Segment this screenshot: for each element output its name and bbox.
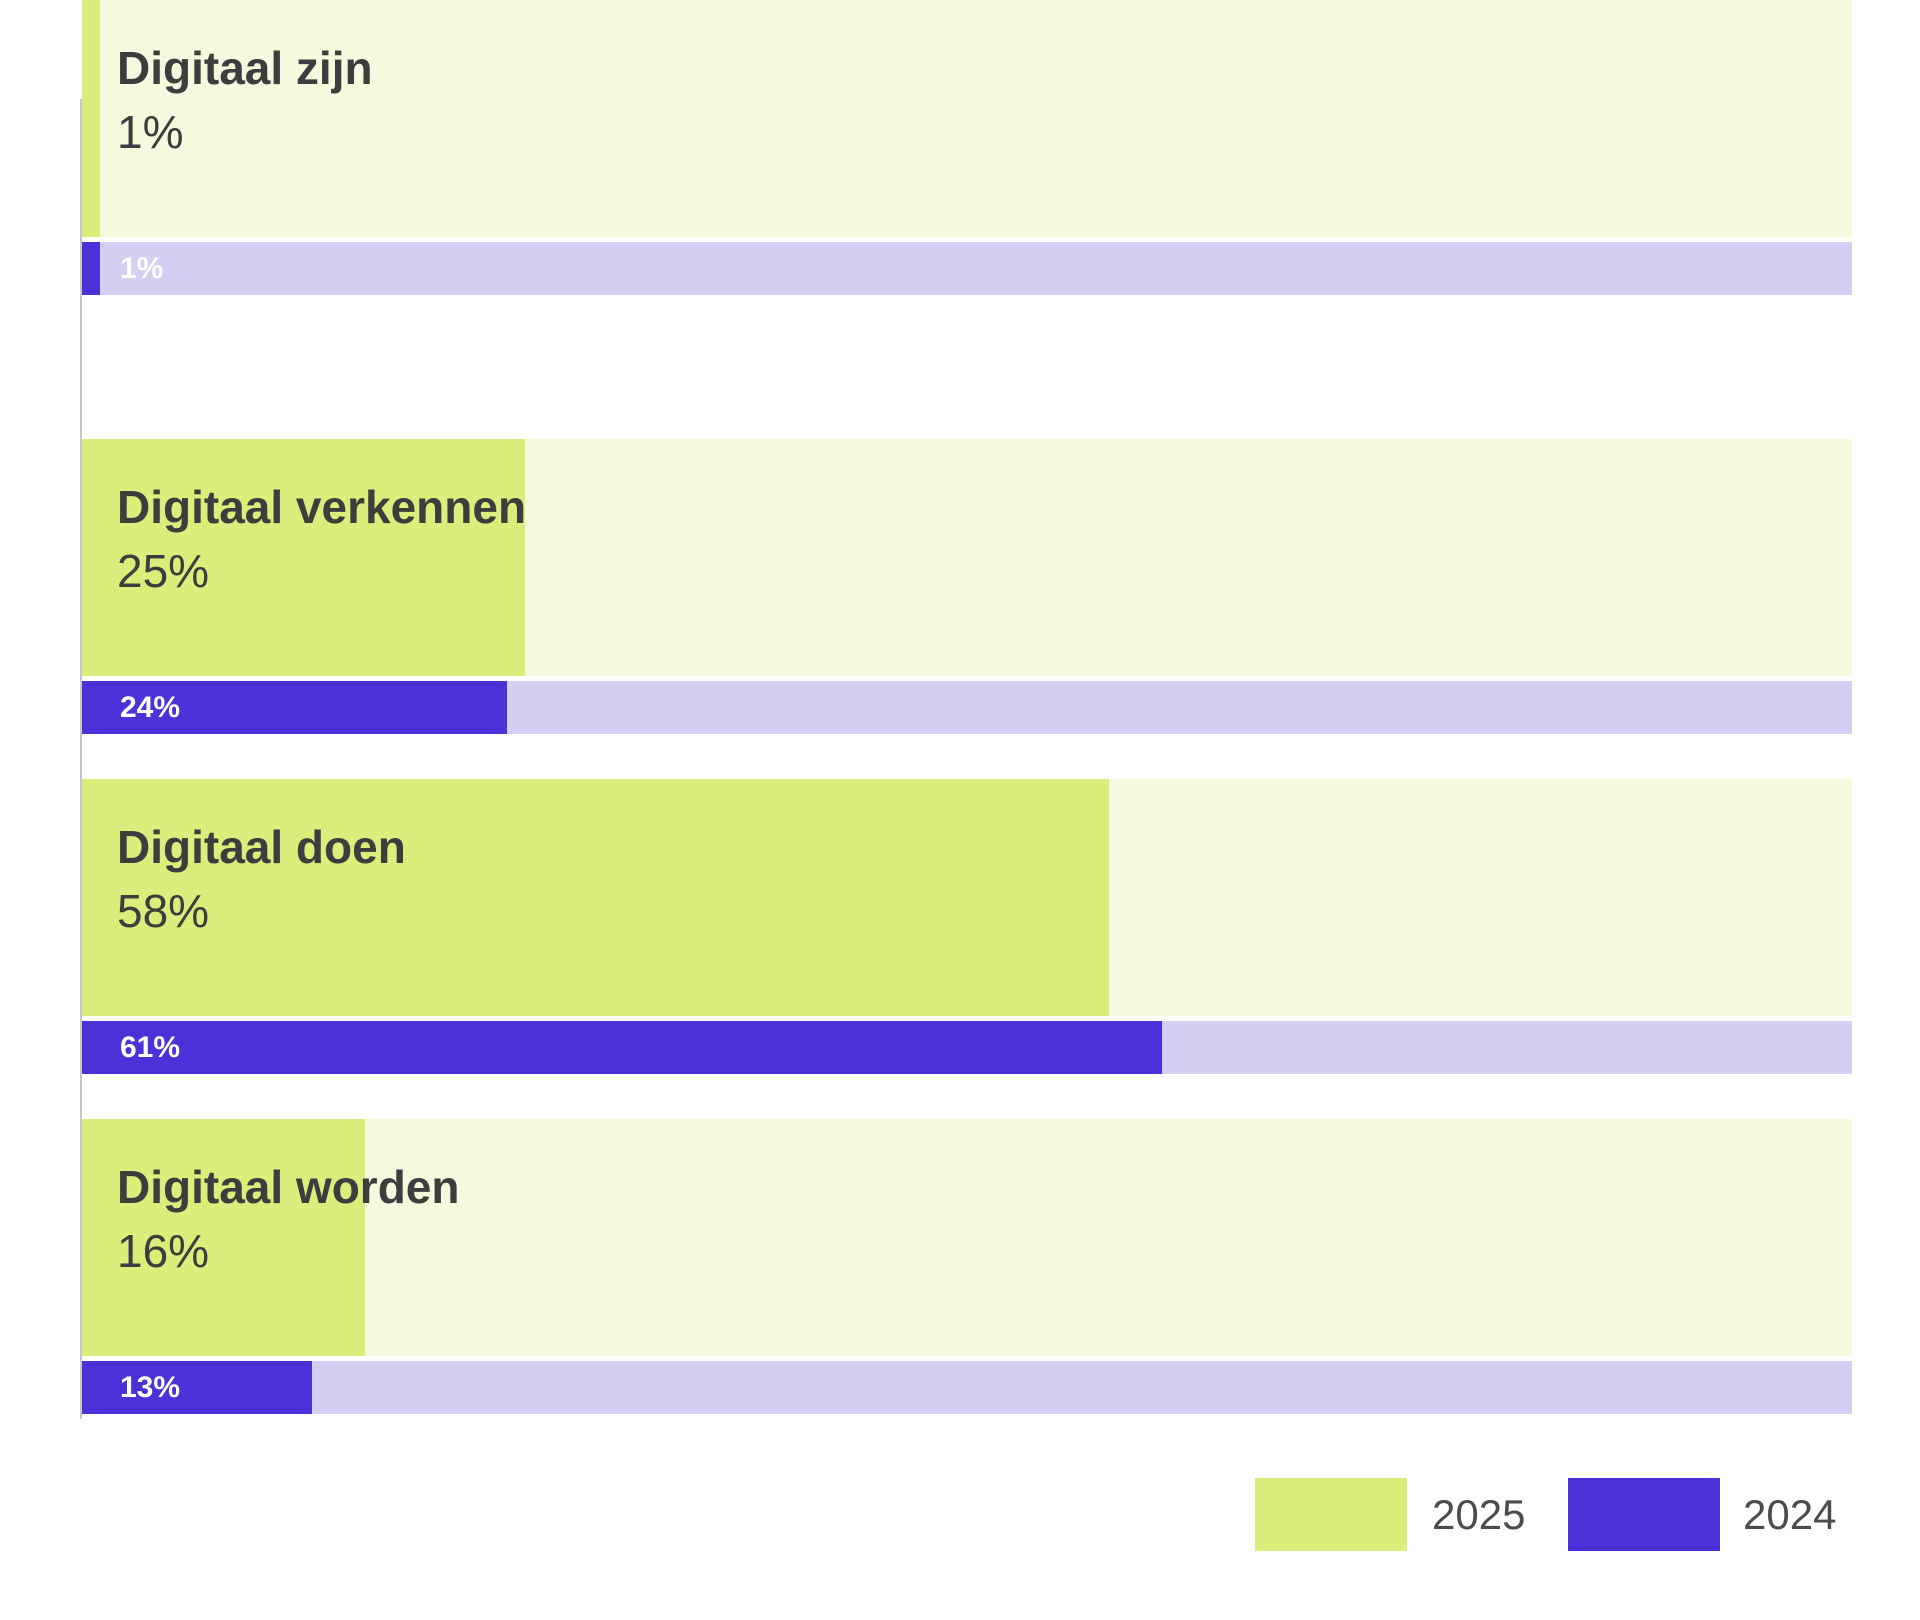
- legend-label-2025: 2025: [1432, 1491, 1526, 1538]
- bar-group-digitaal-verkennen: Digitaal verkennen 25% 24%: [82, 439, 1852, 734]
- bar-fill-2024: [82, 1361, 313, 1414]
- bar-track-2025: Digitaal doen 58%: [82, 779, 1852, 1016]
- value-label-2024: 1%: [120, 252, 164, 285]
- category-label: Digitaal doen: [117, 821, 406, 873]
- bar-group-digitaal-doen: Digitaal doen 58% 61%: [82, 779, 1852, 1074]
- legend-swatch-2024: [1568, 1478, 1720, 1551]
- bar-track-2024: 13%: [82, 1361, 1852, 1414]
- category-label: Digitaal zijn: [117, 42, 373, 94]
- value-label-2024: 24%: [120, 691, 181, 724]
- bar-track-2024: 1%: [82, 242, 1852, 295]
- bar-fill-2025: [82, 1119, 366, 1356]
- value-label-2025: 1%: [117, 106, 184, 158]
- bar-track-2025: Digitaal zijn 1%: [82, 0, 1852, 237]
- y-axis-line: [80, 99, 82, 1419]
- bar-track-2025: Digitaal verkennen 25%: [82, 439, 1852, 676]
- bar-fill-2024: [82, 681, 507, 734]
- bar-fill-2024: [82, 242, 100, 295]
- bar-fill-2025: [82, 439, 525, 676]
- bar-track-2024: 61%: [82, 1021, 1852, 1074]
- value-label-2025: 58%: [117, 885, 210, 937]
- legend-label-2024: 2024: [1743, 1491, 1837, 1538]
- bar-group-labels: Digitaal doen 58%: [117, 815, 406, 943]
- bar-fill-2024: [82, 1021, 1162, 1074]
- value-label-2025: 25%: [117, 545, 210, 597]
- value-label-2025: 16%: [117, 1225, 210, 1277]
- bar-fill-2025: [82, 779, 1109, 1016]
- bar-group-labels: Digitaal zijn 1%: [117, 36, 373, 164]
- bar-track-2024: 24%: [82, 681, 1852, 734]
- category-label: Digitaal worden: [117, 1161, 460, 1213]
- value-label-2024: 13%: [120, 1371, 181, 1404]
- bar-fill-2025: [82, 0, 100, 237]
- category-label: Digitaal verkennen: [117, 481, 527, 533]
- legend-swatch-2025: [1255, 1478, 1407, 1551]
- bar-group-labels: Digitaal verkennen 25%: [117, 475, 526, 603]
- bar-group-digitaal-worden: Digitaal worden 16% 13%: [82, 1119, 1852, 1414]
- bar-track-2025: Digitaal worden 16%: [82, 1119, 1852, 1356]
- value-label-2024: 61%: [120, 1031, 181, 1064]
- bar-group-digitaal-zijn: Digitaal zijn 1% 1%: [82, 0, 1852, 295]
- bar-group-labels: Digitaal worden 16%: [117, 1155, 459, 1283]
